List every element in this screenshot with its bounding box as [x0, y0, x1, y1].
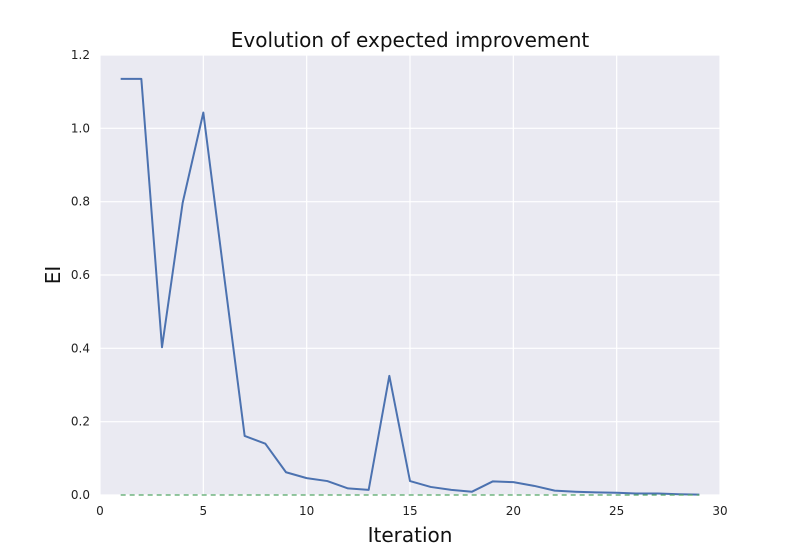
series-layer: [120, 77, 700, 496]
x-tick-label: 0: [96, 504, 104, 518]
x-tick-label: 20: [506, 504, 521, 518]
y-tick-label: 1.0: [71, 121, 90, 135]
x-tick-label: 5: [200, 504, 208, 518]
y-tick-label: 0.2: [71, 415, 90, 429]
y-tick-label: 0.0: [71, 488, 90, 502]
y-tick-label: 0.4: [71, 341, 90, 355]
y-tick-label: 0.6: [71, 268, 90, 282]
x-tick-label: 10: [299, 504, 314, 518]
x-tick-label: 25: [609, 504, 624, 518]
x-tick-label: 15: [402, 504, 417, 518]
tick-labels: 0 5 10 15 20 25 30 0.0 0.2 0.4 0.6 0.8 1.0 1.2: [71, 48, 728, 518]
ei-series-line: [120, 77, 700, 496]
x-tick-label: 30: [712, 504, 727, 518]
y-tick-label: 1.2: [71, 48, 90, 62]
chart-title: Evolution of expected improvement: [231, 28, 590, 52]
y-axis-title: EI: [41, 266, 65, 285]
y-tick-label: 0.8: [71, 195, 90, 209]
x-axis-title: Iteration: [368, 523, 453, 547]
